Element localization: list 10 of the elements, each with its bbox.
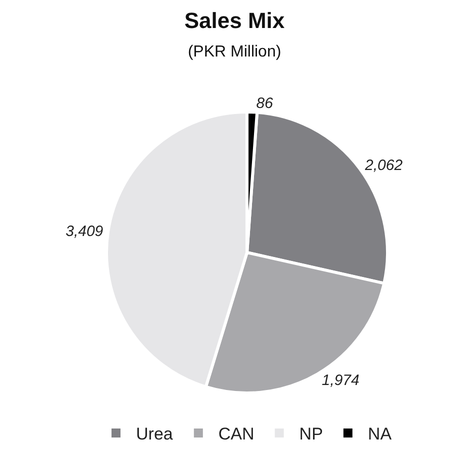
data-label: 3,409: [66, 222, 104, 240]
legend-label: NP: [299, 424, 323, 444]
chart-subtitle: (PKR Million): [188, 43, 282, 60]
data-label: 1,974: [322, 372, 360, 389]
legend-label: Urea: [136, 424, 174, 444]
chart-title: Sales Mix: [184, 8, 286, 33]
data-label: 2,062: [364, 157, 404, 174]
data-label: 86: [256, 95, 274, 112]
legend-label: CAN: [218, 424, 254, 444]
legend-label: NA: [368, 424, 392, 444]
